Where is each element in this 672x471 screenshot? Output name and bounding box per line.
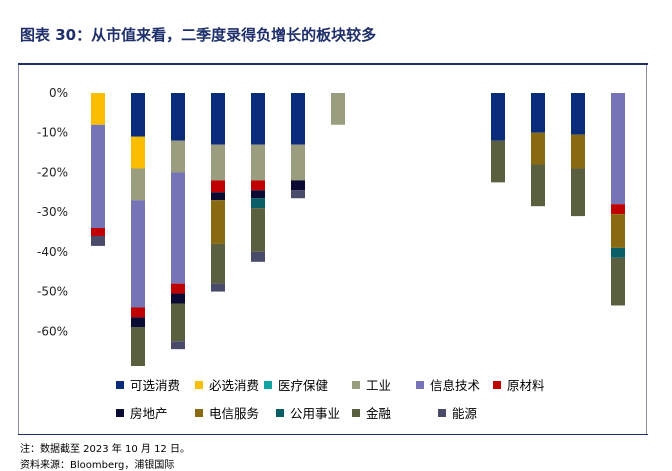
legend-label: 能源 [452,406,478,421]
bar-segment [571,168,585,217]
bar-segment [211,144,225,181]
bar-segment [611,247,625,258]
legend-label: 医疗保健 [278,378,329,393]
footer-rule [18,434,648,435]
bar-segment [611,204,625,215]
legend-label: 金融 [366,406,392,421]
bar-segment [251,93,265,145]
legend-swatch [352,408,360,417]
bar-segment [131,327,145,366]
legend-label: 原材料 [507,378,545,393]
bar-segment [131,200,145,308]
bar-segment [291,144,305,181]
bar-segment [291,180,305,191]
bar-segment [571,134,585,169]
bar-segment [611,214,625,248]
chart: 0%-10%-20%-30%-40%-50%-60%-70%2020年3月202… [37,86,625,366]
bar-segment [131,136,145,169]
bar-segment [171,93,185,141]
bar-segment [91,124,105,229]
legend-swatch [264,380,272,389]
bar-segment [531,164,545,207]
bar-segment [571,93,585,135]
legend-item: 工业 [352,375,391,394]
bar-segment [211,192,225,201]
bar-segment [91,228,105,236]
footnote: 注：数据截至 2023 年 10 月 12 日。 [20,444,190,455]
legend-label: 房地产 [130,406,168,421]
legend-swatch [116,380,124,389]
bar-segment [491,93,505,141]
bar-segment [171,172,185,284]
bar-segment [131,168,145,201]
legend-swatch [195,408,203,417]
bar-segment [251,190,265,199]
bar-segment [211,243,225,284]
bar-segment [171,283,185,294]
legend-swatch [116,408,124,417]
bar-segment [211,180,225,193]
bar-segment [211,200,225,244]
legend-swatch [438,408,446,417]
bar-segment [91,93,105,125]
legend-label: 必选消费 [209,378,260,393]
legend-item: 信息技术 [416,375,480,394]
legend-label: 可选消费 [130,378,181,393]
bar-segment [251,180,265,191]
legend-item: 可选消费 [116,375,180,394]
bar-segment [491,140,505,183]
legend-label: 信息技术 [430,378,481,393]
chart-frame [18,65,647,434]
bar-segment [531,93,545,133]
bar-segment [211,283,225,292]
bar-segment [211,93,225,145]
legend-item: 必选消费 [195,375,259,394]
legend-label: 工业 [366,378,392,393]
legend-item: 原材料 [493,375,545,394]
bar-segment [291,190,305,199]
legend-swatch [352,380,360,389]
y-tick-label: -20% [37,165,68,179]
bar-segment [611,257,625,306]
bar-segment [171,303,185,342]
legend-label: 电信服务 [209,406,260,421]
bar-segment [251,251,265,262]
y-tick-label: 0% [49,86,68,100]
bar-segment [251,208,265,252]
y-tick-label: -40% [37,245,68,259]
y-tick-label: -50% [37,285,68,299]
y-tick-label: -60% [37,324,68,338]
bar-segment [171,341,185,350]
legend-item: 公用事业 [276,403,340,422]
bar-segment [531,132,545,165]
bar-segment [251,198,265,209]
bar-segment [131,307,145,318]
legend-label: 公用事业 [290,406,341,421]
bar-segment [331,93,345,125]
legend-item: 金融 [352,403,391,422]
bar-segment [91,235,105,246]
chart-title: 图表 30：从市值来看，二季度录得负增长的板块较多 [20,26,377,44]
bar-segment [171,293,185,304]
legend-item: 房地产 [116,403,168,422]
bar-segment [131,317,145,328]
bar-segment [171,140,185,173]
legend-item: 能源 [438,403,477,422]
legend-swatch [416,380,424,389]
bar-segment [291,93,305,145]
legend-swatch [195,380,203,389]
bar-segment [611,93,625,205]
source-note: 资料来源：Bloomberg，浦银国际 [20,460,175,471]
legend-item: 医疗保健 [264,375,328,394]
bar-segment [251,144,265,181]
y-tick-label: -10% [37,126,68,140]
legend-item: 电信服务 [195,403,259,422]
y-tick-label: -70% [37,364,68,366]
y-tick-label: -30% [37,205,68,219]
legend-swatch [493,380,501,389]
bar-segment [131,93,145,137]
title-rule [18,63,648,65]
legend-swatch [276,408,284,417]
